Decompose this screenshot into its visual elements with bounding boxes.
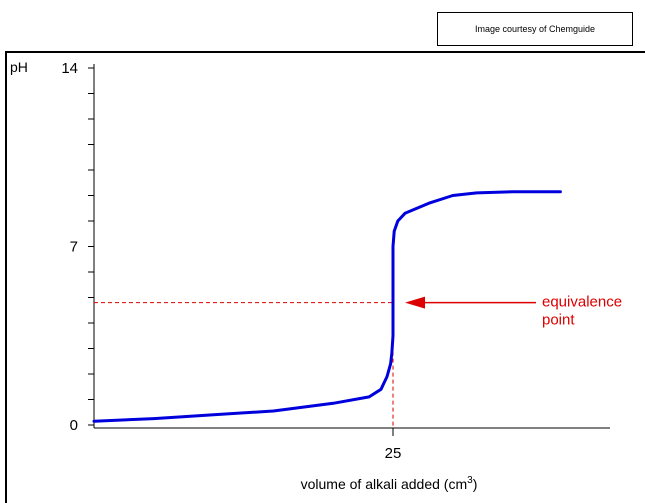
y-tick-label: 7 [70,239,78,256]
chart-frame [5,51,645,503]
y-axis-ticks: 0 7 14 [61,60,94,434]
titration-curve [92,190,562,423]
x-axis-label: volume of alkali added (cm3) [301,475,478,492]
x-axis-ticks: 25 [385,428,402,462]
annotation-arrow-head [405,296,425,309]
y-tick-label: 0 [70,417,78,434]
annotation-label-line-1: equivalence [542,294,622,311]
x-tick-label: 25 [385,445,402,462]
equivalence-guides [94,302,394,428]
equivalence-annotation: equivalence point [405,294,622,329]
annotation-label-line-2: point [542,312,575,329]
y-tick-label: 14 [61,60,78,77]
y-axis-label: pH [10,59,28,75]
image-credit: Image courtesy of Chemguide [437,12,633,46]
